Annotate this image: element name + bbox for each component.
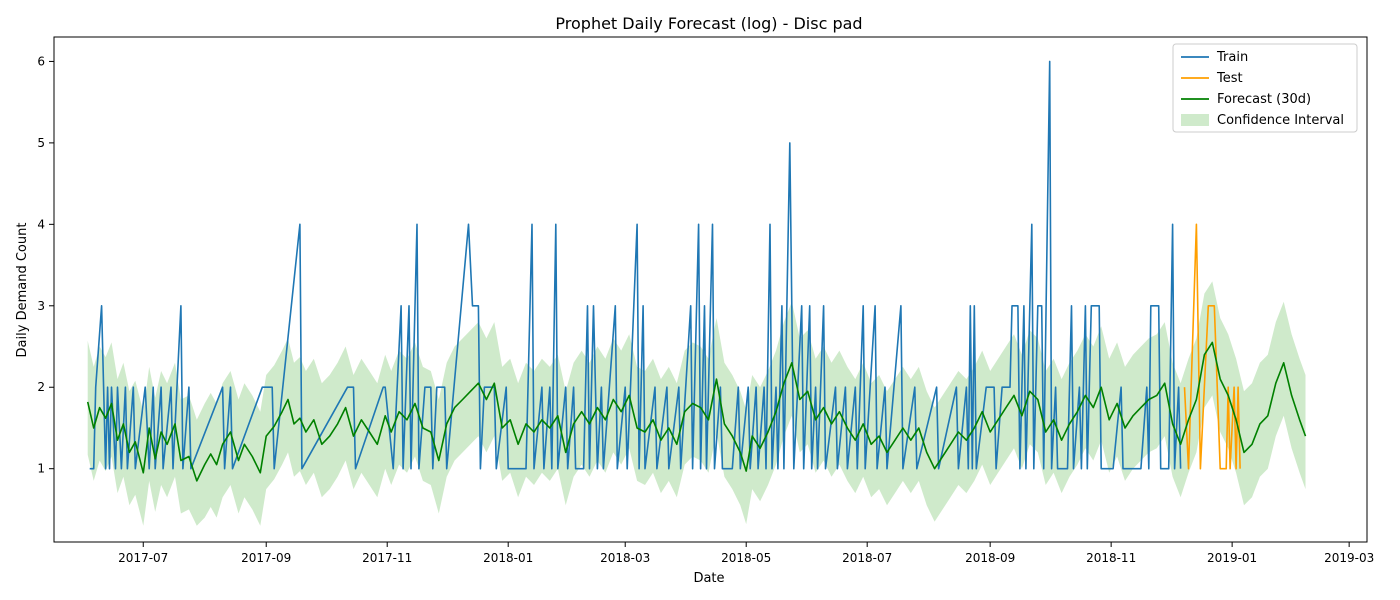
legend-label: Train [1216,50,1248,65]
x-axis-label: Date [693,571,724,586]
y-tick-label: 5 [37,136,45,150]
legend: Train Test Forecast (30d) Confidence Interv… [1172,43,1358,133]
y-axis-label: Daily Demand Count [15,223,30,358]
y-tick-label: 3 [37,299,45,313]
chart-title: Prophet Daily Forecast (log) - Disc pad [555,14,862,33]
x-tick-label: 2017-11 [362,551,412,565]
x-tick-label: 2018-05 [721,551,771,565]
y-tick-label: 1 [37,462,45,476]
y-tick-label: 6 [37,54,45,68]
train-series-line [89,60,1182,470]
forecast-series-line [86,341,1307,482]
y-axis: 1 2 3 4 5 6 [37,54,54,476]
x-tick-label: 2018-01 [483,551,533,565]
y-tick-label: 4 [37,217,45,231]
x-tick-label: 2018-11 [1086,551,1136,565]
y-tick-label: 2 [37,380,45,394]
legend-box [1172,43,1358,133]
x-tick-label: 2018-03 [600,551,650,565]
legend-label: Forecast (30d) [1217,92,1311,107]
legend-label: Confidence Interval [1217,113,1344,128]
legend-label: Test [1216,71,1243,86]
x-tick-label: 2018-09 [965,551,1015,565]
legend-swatch-confidence-interval [1181,114,1209,126]
x-tick-label: 2017-09 [241,551,291,565]
plot-area: 2017-07 2017-09 2017-11 2018-01 2018-03 2018-… [37,36,1374,565]
x-tick-label: 2017-07 [118,551,168,565]
x-tick-label: 2019-03 [1324,551,1374,565]
x-tick-label: 2018-07 [842,551,892,565]
test-series-line [1183,223,1241,470]
x-tick-label: 2019-01 [1207,551,1257,565]
x-axis: 2017-07 2017-09 2017-11 2018-01 2018-03 2018-… [118,542,1374,565]
series-lines-layer [86,60,1307,482]
plot-frame [53,36,1368,543]
